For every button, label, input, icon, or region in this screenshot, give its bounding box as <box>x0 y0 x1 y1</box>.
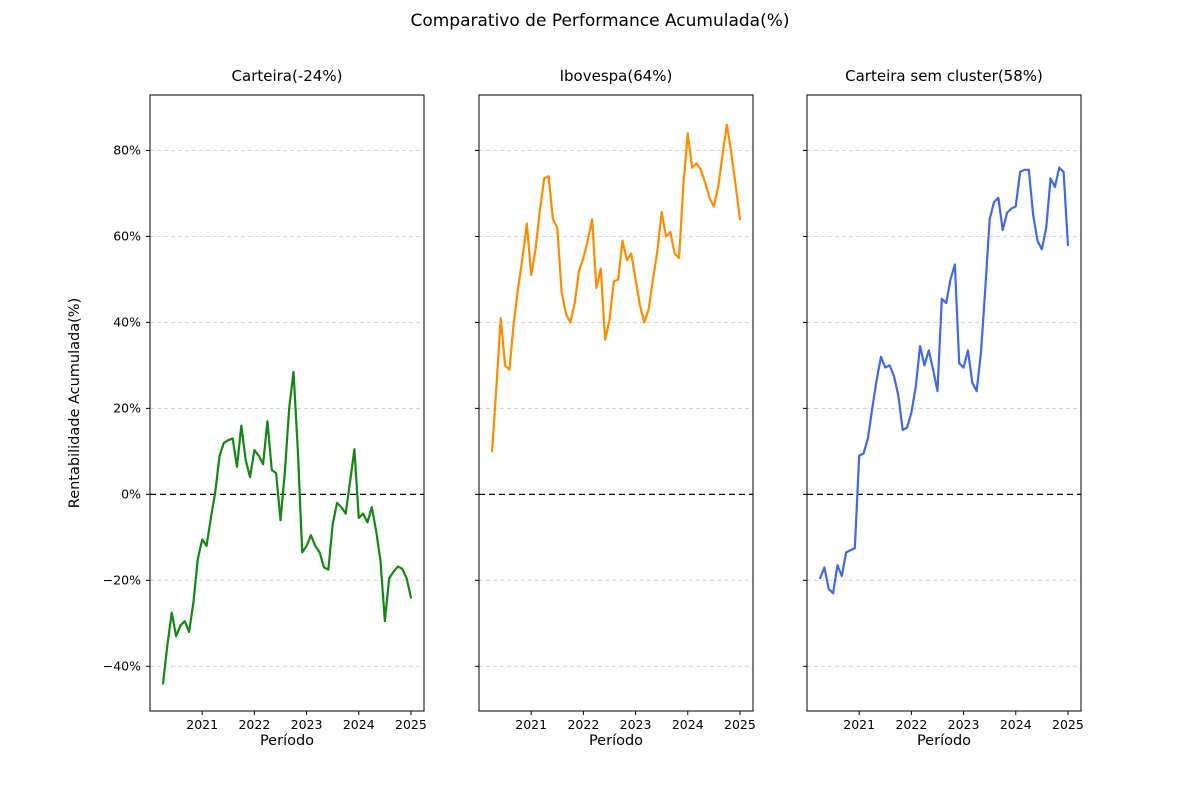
figure-title: Comparativo de Performance Acumulada(%) <box>410 11 790 31</box>
svg-text:80%: 80% <box>113 142 141 157</box>
svg-text:2021: 2021 <box>186 717 218 732</box>
x-axis-label-carteira: Período <box>259 733 315 749</box>
subplot-ibovespa: Ibovespa(64%) 2021 2022 2023 2024 2025 Perío… <box>475 67 756 749</box>
svg-text:2025: 2025 <box>1052 717 1084 732</box>
svg-text:2021: 2021 <box>515 717 547 732</box>
svg-text:−20%: −20% <box>103 572 141 587</box>
y-axis-label: Rentabilidade Acumulada(%) <box>67 297 83 509</box>
svg-text:0%: 0% <box>121 486 141 501</box>
svg-text:2023: 2023 <box>620 717 652 732</box>
svg-text:2023: 2023 <box>291 717 323 732</box>
svg-text:2025: 2025 <box>395 717 427 732</box>
svg-text:2024: 2024 <box>1000 717 1032 732</box>
svg-text:2024: 2024 <box>672 717 704 732</box>
svg-text:20%: 20% <box>113 400 141 415</box>
svg-text:2025: 2025 <box>724 717 756 732</box>
svg-text:2024: 2024 <box>343 717 375 732</box>
subplot-title-carteira-sem-cluster: Carteira sem cluster(58%) <box>845 67 1043 85</box>
svg-text:2022: 2022 <box>895 717 927 732</box>
svg-text:2022: 2022 <box>238 717 270 732</box>
chart-carteira-sem-cluster: 2021 2022 2023 2024 2025 <box>803 94 1084 732</box>
svg-text:2022: 2022 <box>567 717 599 732</box>
svg-text:40%: 40% <box>113 314 141 329</box>
svg-text:2021: 2021 <box>843 717 875 732</box>
subplot-carteira: Carteira(-24%) 80% 60% 40% 20% 0% −20% −40% 202… <box>103 67 427 749</box>
chart-ibovespa: 2021 2022 2023 2024 2025 <box>475 94 756 732</box>
subplot-carteira-sem-cluster: Carteira sem cluster(58%) 2021 2022 2023 20… <box>803 67 1084 749</box>
subplot-title-ibovespa: Ibovespa(64%) <box>559 67 673 85</box>
x-axis-label-carteira-sem-cluster: Período <box>916 733 972 749</box>
svg-text:2023: 2023 <box>948 717 980 732</box>
chart-carteira: 80% 60% 40% 20% 0% −20% −40% 2021 2022 2023 2024 20… <box>103 94 427 732</box>
subplot-title-carteira: Carteira(-24%) <box>231 67 343 85</box>
svg-text:−40%: −40% <box>103 658 141 673</box>
svg-text:60%: 60% <box>113 228 141 243</box>
x-axis-label-ibovespa: Período <box>588 733 644 749</box>
